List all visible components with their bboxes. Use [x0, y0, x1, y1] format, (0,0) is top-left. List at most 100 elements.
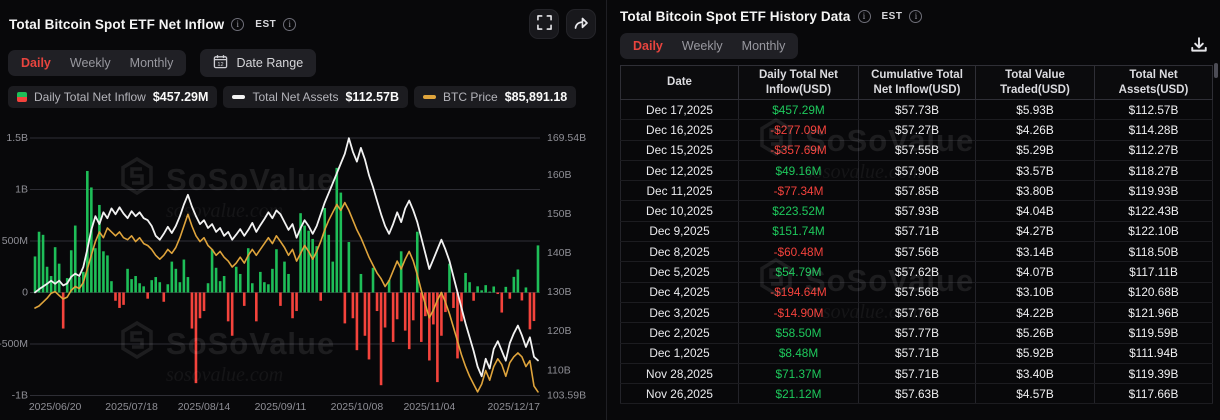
- svg-text:2025/08/14: 2025/08/14: [178, 401, 231, 413]
- legend-label: Total Net Assets: [252, 90, 339, 104]
- svg-text:150B: 150B: [547, 208, 572, 220]
- table-row: Dec 17,2025 $457.29M $57.73B $5.93B $112.57B: [620, 99, 1213, 121]
- table-cell: $58.50M: [738, 322, 859, 344]
- svg-text:110B: 110B: [547, 364, 571, 376]
- chart-panel-title: Total Bitcoin Spot ETF Net Inflow: [9, 16, 225, 32]
- svg-text:2025/09/11: 2025/09/11: [255, 401, 307, 413]
- chart-controls: Daily Weekly Monthly 12 Date Range: [8, 49, 606, 77]
- col-cumulative-net-inflow[interactable]: Cumulative Total Net Inflow(USD): [858, 65, 976, 100]
- svg-text:2025/10/08: 2025/10/08: [331, 401, 384, 413]
- table-row: Dec 8,2025 -$60.48M $57.56B $3.14B $118.50B: [620, 241, 1213, 263]
- table-cell: $8.48M: [738, 343, 859, 364]
- svg-text:103.59B: 103.59B: [547, 389, 586, 401]
- chart-period-tabs: Daily Weekly Monthly: [8, 50, 187, 76]
- calendar-icon: 12: [213, 54, 228, 72]
- col-value-traded[interactable]: Total Value Traded(USD): [975, 65, 1095, 100]
- table-row: Dec 3,2025 -$14.90M $57.76B $4.22B $121.96B: [620, 302, 1213, 324]
- legend-label: Daily Total Net Inflow: [34, 90, 146, 104]
- table-cell: $57.71B: [858, 363, 976, 385]
- table-cell: $5.29B: [975, 140, 1095, 161]
- share-icon: [573, 15, 589, 34]
- table-cell: $57.73B: [858, 99, 976, 121]
- table-cell: $57.56B: [858, 241, 976, 263]
- legend-btc-price[interactable]: BTC Price $85,891.18: [414, 86, 577, 108]
- table-cell: $71.37M: [738, 363, 859, 385]
- table-cell: $5.92B: [975, 343, 1095, 364]
- table-cell: $117.11B: [1094, 261, 1213, 283]
- table-cell: $3.40B: [975, 363, 1095, 385]
- legend-value: $457.29M: [152, 90, 209, 104]
- table-cell: $121.96B: [1094, 302, 1213, 324]
- est-label: EST: [255, 18, 277, 30]
- col-date[interactable]: Date: [620, 65, 739, 100]
- table-cell: $114.28B: [1094, 119, 1213, 141]
- date-range-button[interactable]: 12 Date Range: [200, 49, 317, 77]
- table-cell: $54.79M: [738, 261, 859, 283]
- table-cell: $21.12M: [738, 383, 859, 405]
- orange-dash-icon: [423, 95, 437, 99]
- date-range-label: Date Range: [236, 56, 304, 70]
- download-button[interactable]: [1188, 34, 1210, 59]
- table-cell: $119.39B: [1094, 363, 1213, 385]
- table-row: Dec 2,2025 $58.50M $57.77B $5.26B $119.59B: [620, 322, 1213, 344]
- svg-text:160B: 160B: [547, 169, 572, 181]
- svg-text:130B: 130B: [547, 286, 572, 298]
- table-cell: -$277.09M: [738, 119, 859, 141]
- table-cell: $4.07B: [975, 261, 1095, 283]
- chart-legend: Daily Total Net Inflow $457.29M Total Ne…: [8, 86, 606, 108]
- col-net-assets[interactable]: Total Net Assets(USD): [1094, 65, 1213, 100]
- table-cell: $57.27B: [858, 119, 976, 141]
- table-row: Dec 11,2025 -$77.34M $57.85B $3.80B $119.93B: [620, 180, 1213, 202]
- tab-monthly[interactable]: Monthly: [741, 39, 786, 53]
- history-data-panel: Total Bitcoin Spot ETF History Data i ES…: [606, 0, 1220, 420]
- tab-weekly[interactable]: Weekly: [681, 39, 723, 53]
- table-row: Dec 15,2025 -$357.69M $57.55B $5.29B $112.27…: [620, 140, 1213, 161]
- col-daily-net-inflow[interactable]: Daily Total Net Inflow(USD): [738, 65, 859, 100]
- inflow-chart[interactable]: 1.5B 1B 500M 0 -500M -1B 169.54B 160B 150B 140B 13…: [0, 113, 604, 415]
- table-cell: $3.80B: [975, 180, 1095, 202]
- table-cell: $3.14B: [975, 241, 1095, 263]
- table-cell: $122.10B: [1094, 221, 1213, 243]
- est-label: EST: [881, 11, 903, 22]
- download-icon: [1190, 36, 1208, 57]
- legend-total-net-assets[interactable]: Total Net Assets $112.57B: [223, 86, 409, 108]
- table-cell: $57.62B: [858, 261, 976, 283]
- tab-daily[interactable]: Daily: [633, 39, 663, 53]
- table-cell: $4.04B: [975, 200, 1095, 222]
- svg-text:2025/11/04: 2025/11/04: [403, 401, 455, 413]
- table-row: Nov 26,2025 $21.12M $57.63B $4.57B $117.66B: [620, 383, 1213, 405]
- table-cell: Dec 17,2025: [620, 99, 739, 121]
- table-cell: $122.43B: [1094, 200, 1213, 222]
- table-scrollbar-thumb[interactable]: [1214, 63, 1218, 78]
- table-panel-header: Total Bitcoin Spot ETF History Data i ES…: [620, 0, 1220, 24]
- chart-panel-header: Total Bitcoin Spot ETF Net Inflow i EST …: [0, 0, 606, 39]
- svg-text:120B: 120B: [547, 325, 572, 337]
- fullscreen-button[interactable]: [529, 9, 559, 39]
- chart-header-actions: [529, 9, 596, 39]
- table-cell: $57.56B: [858, 282, 976, 303]
- table-row: Dec 4,2025 -$194.64M $57.56B $3.10B $120.68B: [620, 282, 1213, 303]
- est-info-icon[interactable]: i: [283, 17, 297, 31]
- title-info-icon[interactable]: i: [857, 10, 871, 23]
- svg-text:1.5B: 1.5B: [6, 132, 28, 144]
- table-period-tabs: Daily Weekly Monthly: [620, 33, 799, 59]
- green-red-split-square-icon: [17, 92, 27, 102]
- tab-daily[interactable]: Daily: [21, 56, 51, 70]
- table-cell: Dec 12,2025: [620, 160, 739, 182]
- svg-text:140B: 140B: [547, 247, 572, 259]
- table-cell: Nov 26,2025: [620, 383, 739, 405]
- svg-text:2025/07/18: 2025/07/18: [105, 401, 158, 413]
- legend-daily-net-inflow[interactable]: Daily Total Net Inflow $457.29M: [8, 86, 218, 108]
- tab-weekly[interactable]: Weekly: [69, 56, 111, 70]
- table-cell: Dec 10,2025: [620, 200, 739, 222]
- share-button[interactable]: [566, 9, 596, 39]
- table-cell: $3.57B: [975, 160, 1095, 182]
- table-cell: $119.59B: [1094, 322, 1213, 344]
- table-cell: $5.93B: [975, 99, 1095, 121]
- table-header-row: Date Daily Total Net Inflow(USD) Cumulat…: [620, 65, 1213, 100]
- title-info-icon[interactable]: i: [231, 17, 245, 31]
- est-info-icon[interactable]: i: [909, 10, 923, 23]
- legend-value: $112.57B: [345, 90, 400, 104]
- tab-monthly[interactable]: Monthly: [129, 56, 174, 70]
